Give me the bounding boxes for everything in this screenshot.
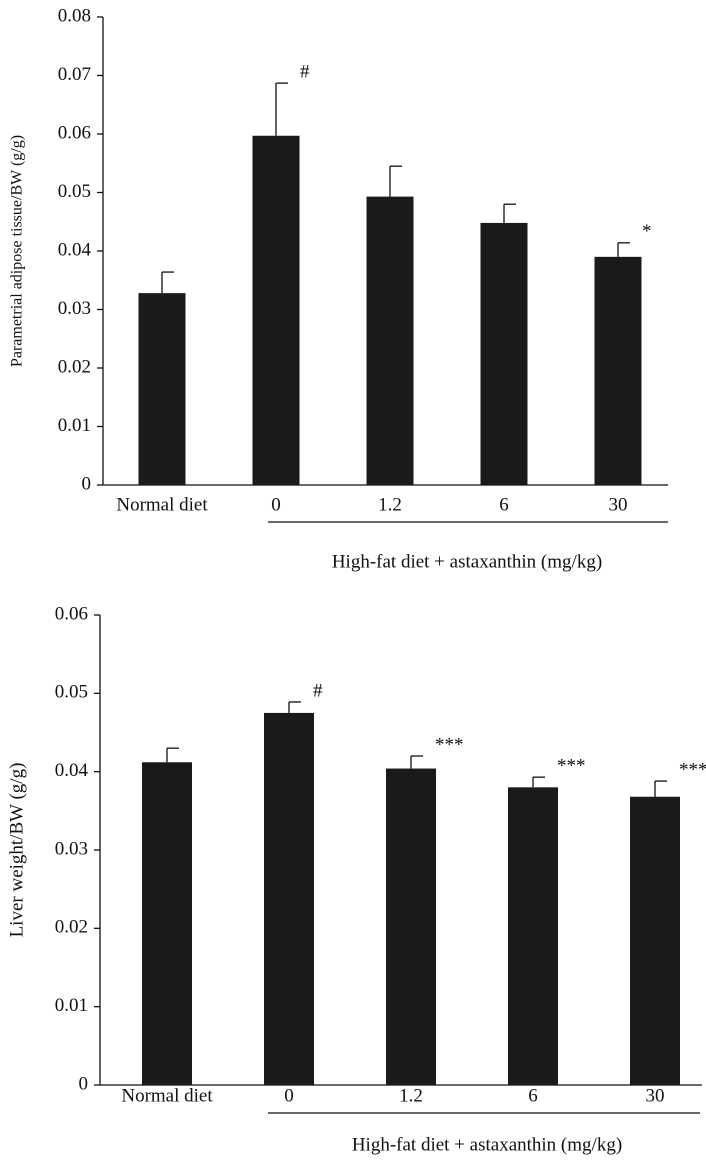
bar: [508, 787, 558, 1085]
x-tick-label: Normal diet: [116, 494, 208, 515]
significance-mark: ***: [679, 759, 706, 780]
x-tick-label: 0: [284, 1085, 294, 1106]
significance-mark: ***: [557, 756, 586, 777]
y-tick-label: 0: [82, 473, 92, 494]
y-tick-label: 0.01: [55, 995, 88, 1016]
y-tick-label: 0.04: [55, 760, 89, 781]
y-tick-label: 0.02: [58, 356, 91, 377]
bar: [366, 196, 414, 485]
bar: [142, 762, 192, 1085]
bar: [386, 768, 436, 1085]
x-tick-label: 30: [609, 494, 628, 515]
significance-mark: ***: [435, 734, 464, 755]
bar: [138, 293, 186, 485]
x-tick-label: 6: [528, 1085, 538, 1106]
x-tick-label: 6: [499, 494, 509, 515]
x-tick-label: 0: [271, 494, 281, 515]
bar: [594, 256, 642, 485]
significance-mark: *: [642, 221, 652, 242]
bar: [630, 796, 680, 1085]
y-tick-label: 0.08: [58, 5, 91, 26]
bar: [252, 135, 300, 485]
y-tick-label: 0.05: [55, 682, 88, 703]
y-tick-label: 0.06: [58, 122, 91, 143]
y-tick-label: 0.06: [55, 603, 88, 624]
bar: [480, 222, 528, 486]
y-tick-label: 0: [79, 1073, 89, 1094]
x-tick-label: Normal diet: [121, 1085, 213, 1106]
y-tick-label: 0.04: [58, 239, 92, 260]
y-tick-label: 0.01: [58, 415, 91, 436]
x-axis-label: High-fat diet + astaxanthin (mg/kg): [352, 1134, 622, 1155]
x-axis-label: High-fat diet + astaxanthin (mg/kg): [332, 551, 602, 572]
y-tick-label: 0.05: [58, 181, 91, 202]
y-tick-label: 0.03: [55, 838, 88, 859]
y-axis-label: Liver weight/BW (g/g): [6, 763, 27, 938]
x-tick-label: 1.2: [378, 494, 402, 515]
y-tick-label: 0.03: [58, 298, 91, 319]
x-tick-label: 1.2: [399, 1085, 423, 1106]
bar: [264, 712, 314, 1085]
significance-mark: #: [300, 61, 310, 82]
y-tick-label: 0.07: [58, 64, 91, 85]
y-tick-label: 0.02: [55, 917, 88, 938]
y-axis-label: Parametrial adipose tissue/BW (g/g): [9, 135, 26, 367]
significance-mark: #: [313, 680, 323, 701]
x-tick-label: 30: [646, 1085, 665, 1106]
